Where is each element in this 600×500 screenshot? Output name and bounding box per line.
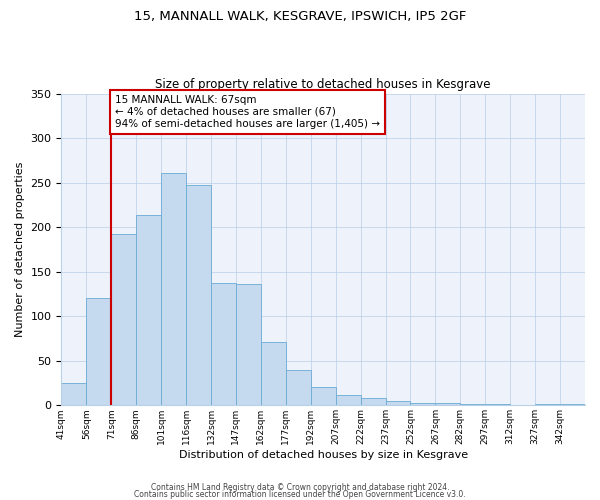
Bar <box>286 370 311 406</box>
Bar <box>161 173 186 406</box>
Text: 15, MANNALL WALK, KESGRAVE, IPSWICH, IP5 2GF: 15, MANNALL WALK, KESGRAVE, IPSWICH, IP5… <box>134 10 466 23</box>
Title: Size of property relative to detached houses in Kesgrave: Size of property relative to detached ho… <box>155 78 491 91</box>
Bar <box>436 402 460 406</box>
Bar <box>311 388 335 406</box>
Bar <box>410 402 436 406</box>
Bar <box>111 234 136 406</box>
Text: 15 MANNALL WALK: 67sqm
← 4% of detached houses are smaller (67)
94% of semi-deta: 15 MANNALL WALK: 67sqm ← 4% of detached … <box>115 96 380 128</box>
Bar <box>86 298 111 406</box>
X-axis label: Distribution of detached houses by size in Kesgrave: Distribution of detached houses by size … <box>179 450 468 460</box>
Y-axis label: Number of detached properties: Number of detached properties <box>15 162 25 337</box>
Bar <box>136 214 161 406</box>
Bar <box>61 383 86 406</box>
Bar <box>535 404 560 406</box>
Bar <box>460 404 485 406</box>
Bar <box>560 404 585 406</box>
Bar <box>386 401 410 406</box>
Text: Contains HM Land Registry data © Crown copyright and database right 2024.: Contains HM Land Registry data © Crown c… <box>151 484 449 492</box>
Bar <box>186 186 211 406</box>
Bar <box>485 404 510 406</box>
Bar <box>261 342 286 406</box>
Bar <box>236 284 261 406</box>
Bar <box>335 394 361 406</box>
Text: Contains public sector information licensed under the Open Government Licence v3: Contains public sector information licen… <box>134 490 466 499</box>
Bar <box>211 284 236 406</box>
Bar <box>361 398 386 406</box>
